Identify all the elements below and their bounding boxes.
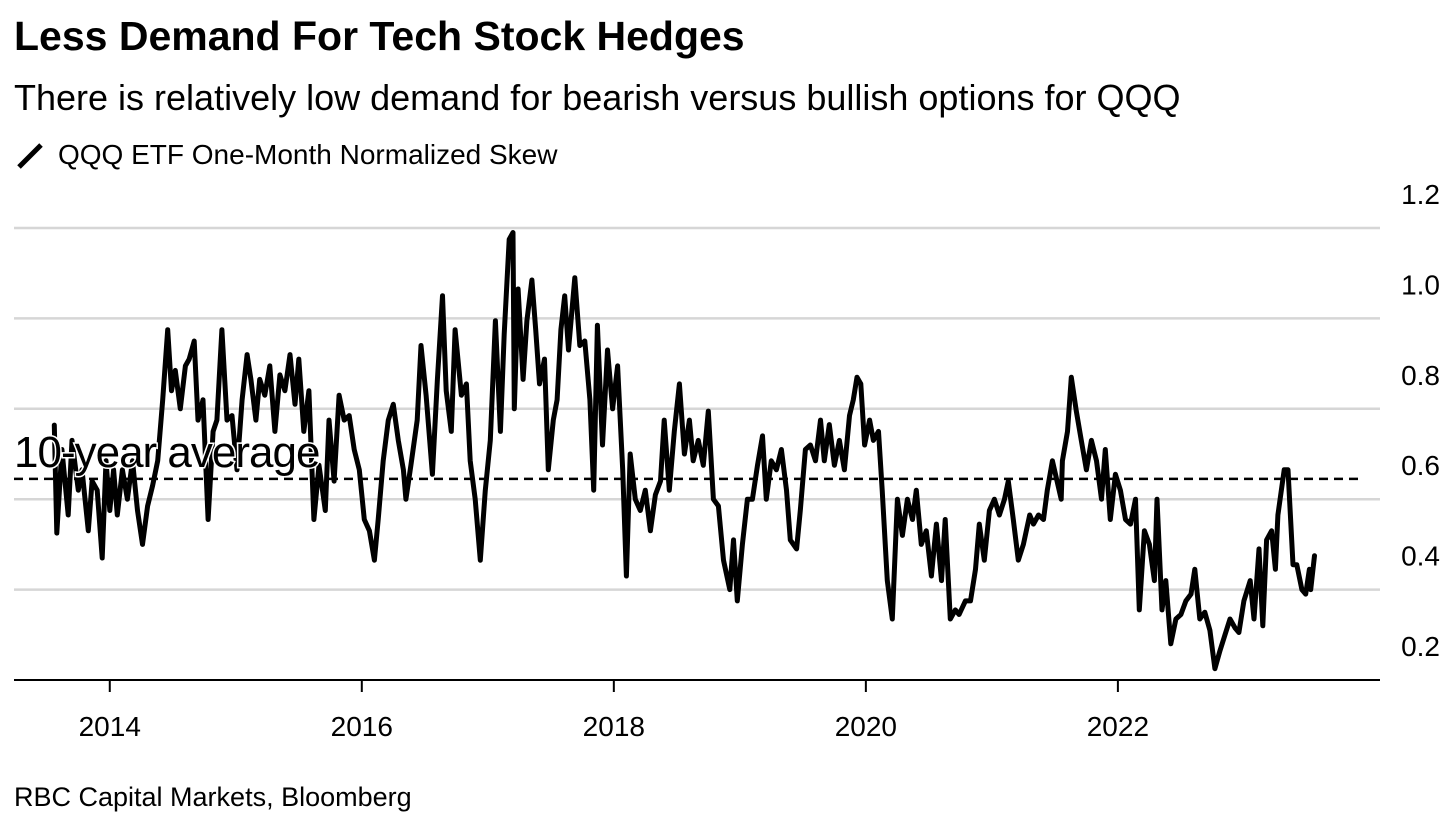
legend-label: QQQ ETF One-Month Normalized Skew xyxy=(58,139,558,170)
y-tick-label: 0.4 xyxy=(1401,541,1440,572)
x-tick-label: 2020 xyxy=(835,711,897,742)
y-tick-label: 0.2 xyxy=(1401,631,1440,662)
x-tick-label: 2014 xyxy=(79,711,141,742)
chart-title: Less Demand For Tech Stock Hedges xyxy=(14,13,745,59)
y-tick-label: 0.6 xyxy=(1401,450,1440,481)
x-tick-label: 2022 xyxy=(1087,711,1149,742)
source: RBC Capital Markets, Bloomberg xyxy=(14,782,412,812)
y-tick-label: 1.0 xyxy=(1401,269,1440,300)
y-tick-label: 1.2 xyxy=(1401,179,1440,210)
x-tick-label: 2016 xyxy=(331,711,393,742)
average-label: 10-year average xyxy=(14,428,319,477)
x-tick-label: 2018 xyxy=(583,711,645,742)
legend-icon xyxy=(17,143,43,169)
chart-subtitle: There is relatively low demand for beari… xyxy=(14,77,1181,118)
data-line xyxy=(51,230,1317,672)
y-tick-label: 0.8 xyxy=(1401,360,1440,391)
